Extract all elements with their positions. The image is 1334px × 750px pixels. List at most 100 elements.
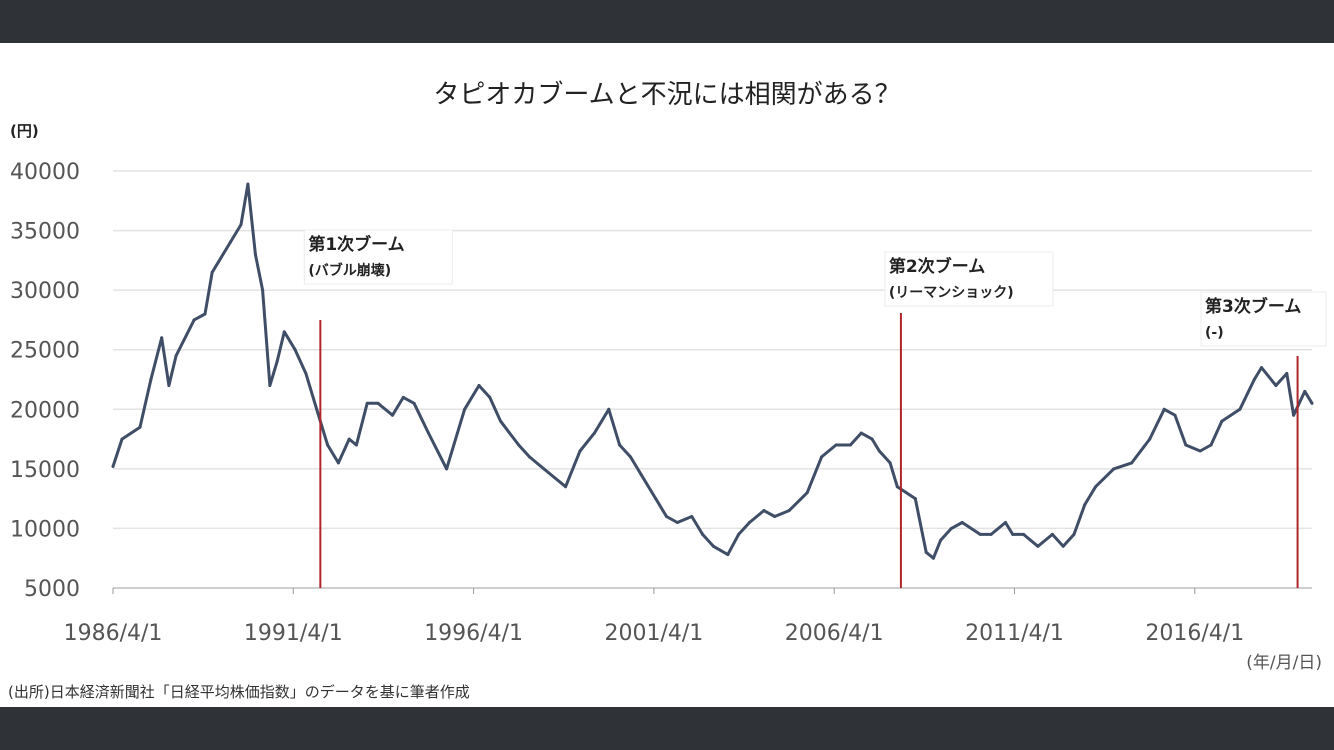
data-point bbox=[820, 455, 824, 459]
data-point bbox=[939, 538, 943, 542]
data-point bbox=[477, 383, 481, 387]
y-tick-label: 30000 bbox=[10, 279, 80, 304]
event-label: 第1次ブーム bbox=[308, 234, 404, 255]
data-point bbox=[542, 467, 546, 471]
data-point bbox=[747, 520, 751, 524]
y-tick-label: 35000 bbox=[10, 220, 80, 245]
event-label-box bbox=[884, 251, 1054, 307]
chart-title: タピオカブームと不況には相関がある？ bbox=[433, 80, 900, 110]
data-point bbox=[192, 318, 196, 322]
data-point bbox=[326, 443, 330, 447]
event-sublabel: (バブル崩壊) bbox=[308, 262, 391, 279]
data-point bbox=[762, 509, 766, 513]
y-tick-label: 15000 bbox=[10, 458, 80, 483]
event-sublabel: (-) bbox=[1205, 325, 1224, 341]
data-point bbox=[1036, 544, 1040, 548]
x-tick-label: 2001/4/1 bbox=[604, 621, 703, 646]
data-point bbox=[1292, 413, 1296, 417]
data-point bbox=[445, 467, 449, 471]
y-tick-label: 20000 bbox=[10, 398, 80, 423]
data-point bbox=[1083, 503, 1087, 507]
data-point bbox=[913, 497, 917, 501]
x-tick-label: 1986/4/1 bbox=[64, 621, 163, 646]
event-label: 第3次ブーム bbox=[1205, 296, 1301, 317]
data-point bbox=[1130, 461, 1134, 465]
data-point bbox=[354, 443, 358, 447]
data-point bbox=[376, 401, 380, 405]
data-point bbox=[564, 485, 568, 489]
data-point bbox=[210, 270, 214, 274]
y-tick-label: 10000 bbox=[10, 517, 80, 542]
data-point bbox=[1162, 407, 1166, 411]
chart-panel bbox=[0, 43, 1334, 707]
data-point bbox=[834, 443, 838, 447]
data-point bbox=[1310, 401, 1314, 405]
source-note: (出所)日本経済新聞社「日経平均株価指数」のデータを基に筆者作成 bbox=[8, 683, 470, 701]
y-tick-label: 25000 bbox=[10, 339, 80, 364]
data-point bbox=[1209, 443, 1213, 447]
data-point bbox=[931, 556, 935, 560]
data-point bbox=[675, 520, 679, 524]
data-point bbox=[138, 425, 142, 429]
data-point bbox=[174, 354, 178, 358]
bottom-letterbox-bar bbox=[0, 707, 1334, 750]
data-point bbox=[1238, 407, 1242, 411]
data-point bbox=[517, 443, 521, 447]
data-point bbox=[282, 330, 286, 334]
event-label-box bbox=[1200, 291, 1327, 347]
event-label: 第2次ブーム bbox=[889, 256, 985, 277]
gridlines bbox=[113, 170, 1312, 589]
data-point bbox=[639, 473, 643, 477]
data-point bbox=[455, 431, 459, 435]
data-point bbox=[848, 443, 852, 447]
event-sublabel: (リーマンショック) bbox=[889, 285, 1014, 301]
data-point bbox=[618, 443, 622, 447]
data-point bbox=[111, 464, 115, 468]
data-point bbox=[628, 455, 632, 459]
data-point bbox=[427, 431, 431, 435]
data-point bbox=[701, 532, 705, 536]
data-point bbox=[1022, 532, 1026, 536]
data-point bbox=[1260, 366, 1264, 370]
data-point bbox=[160, 336, 164, 340]
data-point bbox=[949, 526, 953, 530]
data-point bbox=[805, 491, 809, 495]
data-point bbox=[268, 383, 272, 387]
top-letterbox-bar bbox=[0, 0, 1334, 43]
event-markers: 第1次ブーム (バブル崩壊) 第2次ブーム (リーマンショック) 第3次ブーム (-) bbox=[303, 229, 1327, 588]
data-point bbox=[499, 419, 503, 423]
data-point bbox=[1112, 467, 1116, 471]
x-tick-label: 1996/4/1 bbox=[424, 621, 523, 646]
series-line-0 bbox=[111, 182, 1314, 560]
data-point bbox=[989, 532, 993, 536]
x-tick-label: 1991/4/1 bbox=[244, 621, 343, 646]
data-point bbox=[773, 515, 777, 519]
data-point bbox=[1148, 437, 1152, 441]
data-point bbox=[167, 383, 171, 387]
data-point bbox=[463, 407, 467, 411]
x-tick-label: 2011/4/1 bbox=[965, 621, 1064, 646]
data-point bbox=[401, 395, 405, 399]
data-point bbox=[1220, 419, 1224, 423]
data-point bbox=[737, 532, 741, 536]
data-point bbox=[1061, 544, 1065, 548]
series-layer bbox=[111, 182, 1314, 560]
y-tick-label: 40000 bbox=[10, 160, 80, 185]
data-point bbox=[960, 520, 964, 524]
data-point bbox=[203, 312, 207, 316]
data-point bbox=[365, 401, 369, 405]
data-point bbox=[275, 360, 279, 364]
data-point bbox=[1184, 443, 1188, 447]
data-point bbox=[924, 550, 928, 554]
data-point bbox=[412, 401, 416, 405]
data-point bbox=[726, 553, 730, 557]
data-point bbox=[859, 431, 863, 435]
data-point bbox=[1072, 532, 1076, 536]
data-point bbox=[347, 437, 351, 441]
data-point bbox=[1173, 413, 1177, 417]
data-point bbox=[246, 182, 250, 186]
data-point bbox=[592, 431, 596, 435]
data-point bbox=[315, 407, 319, 411]
data-point bbox=[1050, 532, 1054, 536]
data-point bbox=[877, 449, 881, 453]
